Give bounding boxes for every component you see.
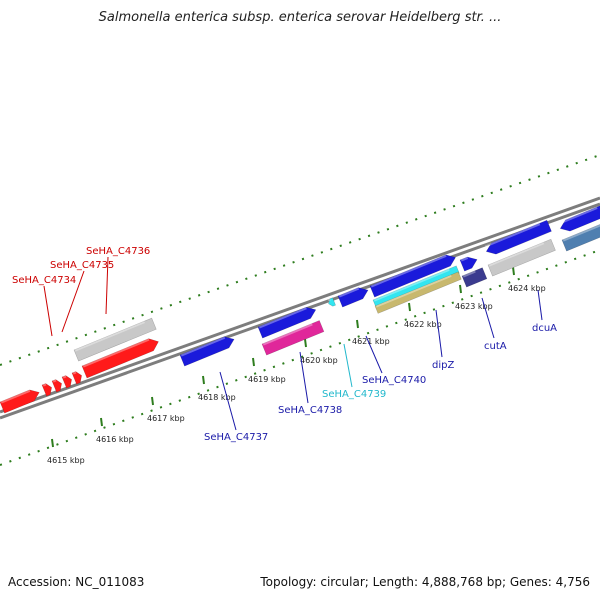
tick-mark: [202, 375, 205, 385]
gene-leader-line: [105, 256, 109, 315]
backbone-upper: [0, 196, 600, 414]
tick-label: 4619 kbp: [248, 375, 286, 384]
gene-red-small-4[interactable]: [71, 370, 84, 385]
tick-mark: [100, 417, 103, 427]
gene-blue-dipz[interactable]: [369, 252, 458, 298]
gene-leader-line: [219, 371, 237, 431]
tick-mark: [51, 438, 54, 448]
gene-label[interactable]: SeHA_C4740: [362, 375, 426, 386]
tick-label: 4615 kbp: [47, 456, 85, 465]
tick-mark: [304, 338, 307, 348]
gene-red-small-2[interactable]: [51, 378, 64, 393]
gene-cyan-4739[interactable]: [327, 297, 336, 308]
gene-grey-upper-left[interactable]: [73, 317, 157, 362]
lower-ruler: [0, 249, 600, 466]
gene-leader-line: [61, 270, 85, 333]
gene-leader-line: [343, 343, 353, 388]
tick-mark: [512, 266, 515, 276]
gene-label[interactable]: cutA: [484, 341, 507, 352]
gene-blue-4737[interactable]: [179, 334, 236, 367]
genome-summary-text: Topology: circular; Length: 4,888,768 bp…: [260, 575, 590, 589]
tick-label: 4617 kbp: [147, 414, 185, 423]
gene-blue-small[interactable]: [459, 254, 479, 272]
tick-label: 4623 kbp: [455, 302, 493, 311]
gene-leader-line: [43, 285, 53, 337]
gene-red-small-1[interactable]: [41, 382, 54, 397]
gene-leader-line: [435, 309, 443, 358]
gene-label[interactable]: SeHA_C4735: [50, 260, 114, 271]
tick-mark: [408, 302, 411, 312]
tick-mark: [151, 396, 154, 406]
gene-leader-line: [365, 335, 383, 374]
gene-label[interactable]: SeHA_C4736: [86, 246, 150, 257]
tick-label: 4624 kbp: [508, 284, 546, 293]
tick-mark: [459, 284, 462, 294]
tick-label: 4618 kbp: [198, 393, 236, 402]
gene-blue-a[interactable]: [257, 304, 318, 339]
gene-red-left[interactable]: [0, 387, 42, 414]
gene-label[interactable]: SeHA_C4738: [278, 405, 342, 416]
gene-red-small-3[interactable]: [61, 374, 74, 389]
gene-grey-right[interactable]: [487, 238, 556, 277]
tick-label: 4621 kbp: [352, 337, 390, 346]
tick-label: 4616 kbp: [96, 435, 134, 444]
gene-steel[interactable]: [561, 220, 600, 252]
gene-blue-b[interactable]: [337, 285, 370, 308]
gene-red-long[interactable]: [81, 336, 161, 379]
accession-text: Accession: NC_011083: [8, 575, 145, 589]
gene-leader-line: [481, 297, 495, 339]
gene-label[interactable]: SeHA_C4737: [204, 432, 268, 443]
gene-leader-line: [299, 351, 309, 404]
tick-label: 4620 kbp: [300, 356, 338, 365]
tick-mark: [252, 357, 255, 367]
gene-cyan-long[interactable]: [372, 265, 460, 308]
gene-label[interactable]: SeHA_C4734: [12, 275, 76, 286]
tick-label: 4622 kbp: [404, 320, 442, 329]
gene-label[interactable]: SeHA_C4739: [322, 389, 386, 400]
gene-khaki[interactable]: [374, 271, 462, 314]
gene-label[interactable]: dipZ: [432, 360, 454, 371]
gene-blue-cuta[interactable]: [484, 219, 552, 257]
map-title: Salmonella enterica subsp. enterica sero…: [98, 10, 502, 25]
gene-magenta-4738[interactable]: [261, 320, 325, 356]
tick-mark: [356, 319, 359, 329]
gene-blue-dcua[interactable]: [558, 203, 600, 234]
gene-navy[interactable]: [461, 267, 488, 288]
gene-leader-line: [537, 289, 543, 321]
gene-label[interactable]: dcuA: [532, 323, 557, 334]
